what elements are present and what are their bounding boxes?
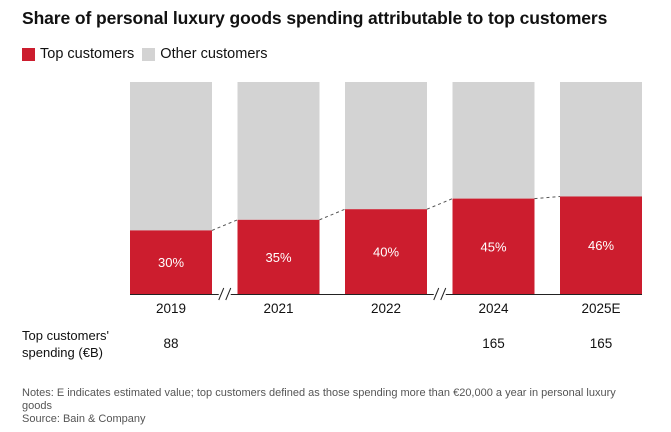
notes-text: Notes: E indicates estimated value; top … (22, 387, 616, 412)
bar-other-2024 (452, 82, 535, 199)
bar-label-2021: 35% (265, 250, 291, 265)
chart-notes: Notes: E indicates estimated value; top … (22, 387, 642, 426)
bar-label-2025E: 46% (588, 238, 614, 253)
legend-label-top: Top customers (40, 46, 135, 62)
axis-break-b-2019 (225, 287, 232, 301)
legend-entry-other: Other customers (142, 46, 267, 62)
legend-swatch-top (22, 47, 35, 61)
axis-break-a-2019 (218, 287, 225, 301)
bar-top-2019 (130, 230, 212, 294)
bar-label-2024: 45% (480, 239, 506, 254)
connector-1 (319, 208, 346, 221)
legend-entry-top: Top customers (22, 46, 134, 62)
axis-break-mask-2022 (433, 287, 446, 301)
spending-value-2019: 88 (163, 336, 178, 351)
x-tick-2024: 2024 (478, 301, 509, 316)
bar-other-2025E (560, 82, 642, 197)
bar-top-2025E (560, 196, 642, 294)
axis-break-b-2022 (440, 287, 447, 301)
axis-break-a-2022 (433, 287, 440, 301)
bar-other-2019 (130, 82, 212, 231)
bar-label-2022: 40% (373, 245, 399, 260)
bar-top-2022 (345, 209, 427, 294)
x-tick-2022: 2022 (371, 301, 401, 316)
axis-break-mask-2019 (218, 287, 231, 301)
connector-0 (211, 219, 238, 231)
legend-swatch-other (142, 47, 156, 61)
bar-top-2024 (452, 198, 535, 294)
bar-other-2021 (237, 82, 320, 220)
bar-top-2021 (237, 219, 320, 294)
legend-label-other: Other customers (160, 46, 268, 62)
x-tick-2025E: 2025E (581, 301, 620, 316)
x-tick-2019: 2019 (156, 301, 186, 316)
spending-value-2025E: 165 (590, 336, 613, 351)
bar-label-2019: 30% (158, 255, 184, 270)
legend: Top customers Other customers (22, 46, 275, 62)
spending-row-label: Top customers' spending (€B) (22, 328, 110, 360)
spending-value-2024: 165 (482, 336, 505, 351)
x-tick-2021: 2021 (263, 301, 293, 316)
chart-title: Share of personal luxury goods spending … (22, 8, 608, 28)
bar-other-2022 (345, 82, 427, 210)
connector-3 (534, 195, 561, 200)
connector-2 (426, 198, 453, 210)
source-text: Source: Bain & Company (22, 413, 146, 425)
